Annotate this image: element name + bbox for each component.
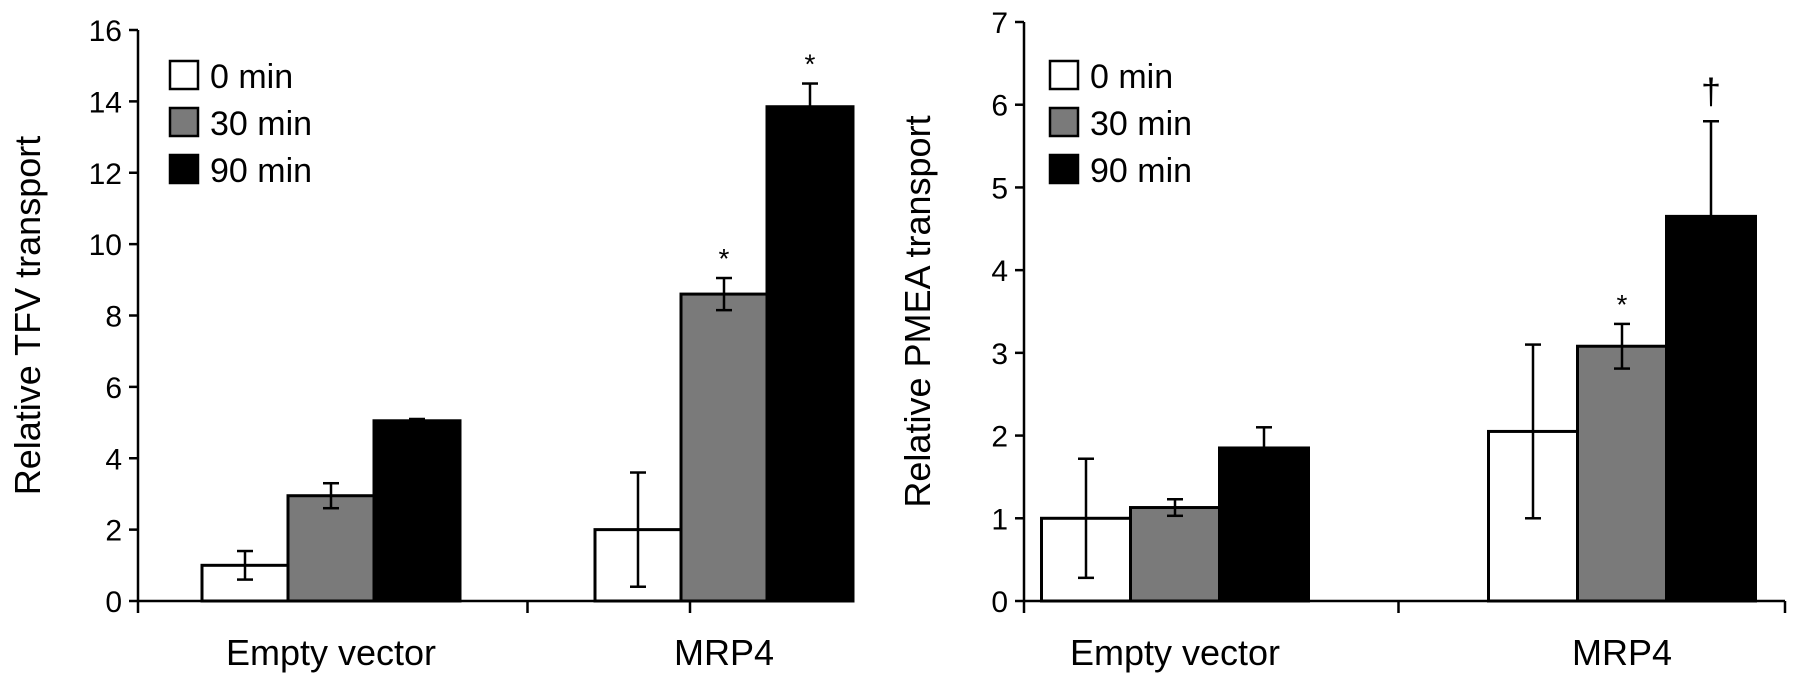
legend-label: 0 min xyxy=(210,58,293,96)
y-tick-label: 10 xyxy=(89,229,122,262)
legend-swatch xyxy=(168,106,200,138)
legend-swatch xyxy=(1048,106,1080,138)
error-bar xyxy=(409,417,425,424)
legend-swatch xyxy=(1048,153,1080,185)
y-tick-label: 7 xyxy=(991,7,1008,40)
bar-30-min-mrp4 xyxy=(679,292,769,603)
legend-label: 0 min xyxy=(1090,58,1173,96)
x-category-label: Empty vector xyxy=(226,632,436,673)
bar-30-min-empty-vector xyxy=(1129,506,1221,603)
bar-30-min-mrp4 xyxy=(1576,344,1668,603)
y-axis-title: Relative PMEA transport xyxy=(897,115,938,507)
y-tick-label: 5 xyxy=(991,172,1008,205)
x-category-label: MRP4 xyxy=(1572,632,1672,673)
significance-mark: * xyxy=(805,49,816,80)
y-tick-label: 3 xyxy=(991,338,1008,371)
x-category-label: MRP4 xyxy=(674,632,774,673)
error-bar xyxy=(1703,120,1719,313)
significance-mark: * xyxy=(1617,289,1628,320)
error-bar xyxy=(630,471,646,588)
y-tick-label: 0 xyxy=(105,586,122,619)
error-bar xyxy=(1256,426,1272,470)
legend-label: 90 min xyxy=(210,152,312,190)
y-tick-label: 16 xyxy=(89,15,122,48)
y-tick-label: 1 xyxy=(991,503,1008,536)
significance-mark: † xyxy=(1701,70,1721,111)
x-category-label: Empty vector xyxy=(1070,632,1280,673)
bar-30-min-empty-vector xyxy=(286,494,376,603)
error-bar xyxy=(716,276,732,312)
y-tick-label: 2 xyxy=(105,515,122,548)
y-tick-label: 4 xyxy=(105,443,122,476)
legend-swatch xyxy=(168,153,200,185)
chart-1: * * 0 2 4 6 8 10 12 14 16 Empty vector MRP4 Relative … xyxy=(7,15,855,673)
error-bar xyxy=(1078,457,1094,580)
bar-90-min-mrp4 xyxy=(765,105,855,603)
y-tick-label: 0 xyxy=(991,586,1008,619)
y-tick-label: 2 xyxy=(991,421,1008,454)
legend-swatch xyxy=(1048,59,1080,91)
chart-2: * † 0 1 2 3 4 5 6 7 Empty vector MRP4 Relative PMEA … xyxy=(897,7,1787,673)
y-tick-label: 6 xyxy=(991,90,1008,123)
y-tick-label: 8 xyxy=(105,301,122,334)
legend-label: 90 min xyxy=(1090,152,1192,190)
error-bar xyxy=(1525,343,1541,520)
error-bar xyxy=(1614,322,1630,370)
error-bar xyxy=(1167,498,1183,518)
bar-90-min-empty-vector xyxy=(1218,446,1310,603)
y-tick-label: 4 xyxy=(991,255,1008,288)
significance-mark: * xyxy=(719,243,730,274)
bar-90-min-empty-vector xyxy=(372,419,462,603)
legend-swatch xyxy=(168,59,200,91)
y-tick-label: 14 xyxy=(89,86,122,119)
y-tick-label: 12 xyxy=(89,158,122,191)
y-tick-label: 6 xyxy=(105,372,122,405)
y-axis-title: Relative TFV transport xyxy=(7,136,48,495)
error-bar xyxy=(237,549,253,581)
legend-label: 30 min xyxy=(210,105,312,143)
error-bar xyxy=(323,481,339,510)
error-bar xyxy=(802,82,818,132)
legend-label: 30 min xyxy=(1090,105,1192,143)
